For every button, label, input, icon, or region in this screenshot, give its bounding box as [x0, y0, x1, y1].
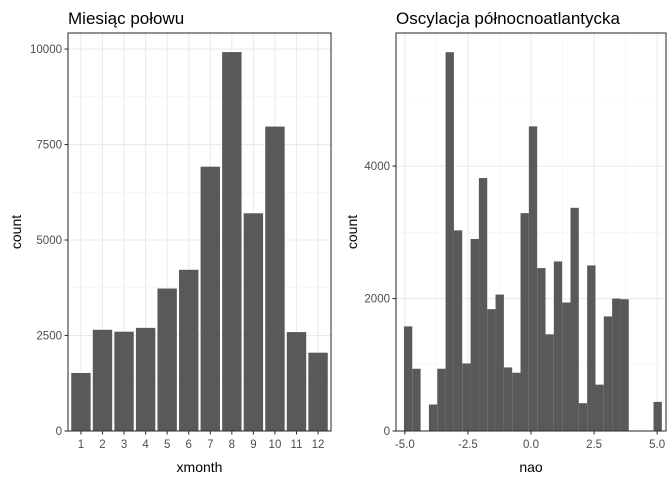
histogram-bar [537, 268, 546, 431]
x-tick-label: 11 [291, 439, 303, 451]
x-tick-label: 1 [78, 439, 84, 451]
x-tick-label: 0.0 [523, 439, 539, 451]
bars [403, 52, 662, 432]
bar [157, 288, 177, 431]
histogram-bar [462, 363, 471, 431]
histogram-bar [587, 265, 596, 431]
x-tick-label: -5.0 [395, 439, 415, 451]
x-tick-label: 3 [121, 439, 127, 451]
y-tick-label: 5000 [36, 235, 62, 247]
x-tick-label: 7 [207, 439, 213, 451]
bar [135, 327, 156, 431]
x-axis-title: nao [519, 459, 543, 475]
bar [308, 352, 328, 431]
bars [71, 52, 328, 431]
bar [114, 331, 134, 431]
histogram-bar [612, 298, 621, 431]
histogram-bar [503, 367, 513, 431]
histogram-bar [470, 238, 479, 431]
y-tick-label: 2000 [364, 294, 390, 306]
histogram-bar [603, 316, 613, 431]
histogram-bar [437, 368, 446, 431]
bar [200, 166, 220, 431]
x-tick-label: -2.5 [458, 439, 478, 451]
histogram-bar [453, 230, 463, 431]
histogram-bar [412, 368, 421, 431]
histogram-bar [512, 372, 521, 431]
y-tick-label: 4000 [364, 161, 390, 173]
y-tick-label: 10000 [30, 44, 62, 56]
histogram-bar [653, 401, 662, 431]
bar [265, 126, 285, 431]
x-tick-label: 4 [142, 439, 149, 451]
y-axis: 0 2000 4000 [364, 161, 396, 438]
x-tick-label: 10 [269, 439, 282, 451]
bar [286, 332, 307, 431]
y-tick-label: 0 [56, 426, 62, 438]
x-axis-title: xmonth [177, 459, 223, 475]
bar [179, 269, 199, 431]
x-axis: -5.0 -2.5 0.0 2.5 5.0 [395, 431, 665, 451]
x-tick-label: 5.0 [649, 439, 665, 451]
panel-nao: Oscylacja północnoatlantycka 0 2000 4000 -… [344, 9, 667, 475]
y-tick-label: 2500 [36, 331, 62, 343]
histogram-bar [578, 403, 588, 431]
histogram-bar [553, 261, 563, 431]
histogram-bar [478, 178, 488, 431]
y-tick-label: 7500 [36, 140, 62, 152]
histogram-bar [595, 384, 604, 431]
bar [92, 329, 113, 431]
x-tick-label: 8 [229, 439, 235, 451]
y-tick-label: 0 [384, 426, 390, 438]
histogram-bar [445, 52, 454, 432]
x-tick-label: 2.5 [586, 439, 602, 451]
chart-title: Oscylacja północnoatlantycka [396, 9, 621, 28]
histogram-bar [520, 213, 529, 431]
histogram-bar [495, 294, 504, 431]
histogram-bar [545, 334, 554, 431]
bar [243, 213, 264, 431]
x-axis: 1 2 3 4 5 6 7 8 9 10 11 12 [78, 431, 325, 451]
histogram-bar [620, 299, 629, 431]
bar [71, 372, 91, 431]
histogram-bar [428, 404, 438, 431]
histogram-bar [487, 309, 496, 431]
histogram-bar [570, 207, 579, 431]
x-tick-label: 6 [186, 439, 192, 451]
y-axis: 0 2500 5000 7500 10000 [30, 44, 68, 438]
plot-area [67, 32, 332, 432]
y-axis-title: count [8, 215, 24, 249]
bar [222, 52, 242, 431]
y-axis-title: count [344, 215, 360, 249]
x-tick-label: 12 [312, 439, 325, 451]
chart-title: Miesiąc połowu [68, 9, 184, 28]
x-tick-label: 9 [250, 439, 256, 451]
histogram-bar [528, 126, 538, 431]
x-tick-label: 5 [164, 439, 170, 451]
x-tick-label: 2 [99, 439, 105, 451]
histogram-bar [562, 302, 571, 431]
histogram-bar [403, 326, 413, 431]
